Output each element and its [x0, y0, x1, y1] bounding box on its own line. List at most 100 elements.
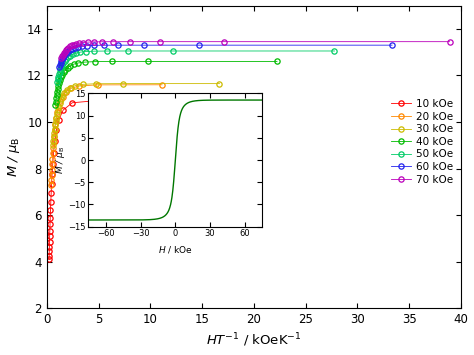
- 20 kOe: [68, 86, 73, 91]
- 10 kOe: [47, 234, 53, 239]
- 30 kOe: [57, 100, 63, 105]
- 40 kOe: [75, 61, 81, 65]
- Line: 10 kOe: 10 kOe: [46, 97, 107, 262]
- 40 kOe: [274, 59, 280, 64]
- 50 kOe: [125, 49, 131, 53]
- 50 kOe: [171, 49, 176, 53]
- 60 kOe: [100, 43, 106, 47]
- 50 kOe: [73, 51, 79, 55]
- 20 kOe: [49, 157, 55, 161]
- 40 kOe: [63, 68, 68, 72]
- 50 kOe: [57, 70, 63, 74]
- Line: 50 kOe: 50 kOe: [55, 48, 337, 84]
- 20 kOe: [48, 183, 54, 187]
- 20 kOe: [60, 94, 65, 99]
- 50 kOe: [104, 49, 109, 53]
- 10 kOe: [69, 100, 75, 105]
- 50 kOe: [55, 77, 61, 81]
- 40 kOe: [53, 99, 58, 104]
- 70 kOe: [61, 51, 67, 55]
- 70 kOe: [76, 41, 82, 45]
- 30 kOe: [73, 83, 78, 88]
- 40 kOe: [55, 87, 61, 91]
- 40 kOe: [55, 84, 61, 88]
- 20 kOe: [63, 90, 69, 94]
- 30 kOe: [51, 139, 56, 143]
- 50 kOe: [56, 72, 62, 76]
- 10 kOe: [46, 253, 52, 258]
- Legend: 10 kOe, 20 kOe, 30 kOe, 40 kOe, 50 kOe, 60 kOe, 70 kOe: 10 kOe, 20 kOe, 30 kOe, 40 kOe, 50 kOe, …: [387, 96, 456, 188]
- 20 kOe: [49, 173, 55, 177]
- 10 kOe: [47, 222, 53, 226]
- 30 kOe: [67, 86, 73, 90]
- 50 kOe: [63, 57, 69, 61]
- 70 kOe: [91, 40, 96, 44]
- 60 kOe: [57, 63, 63, 67]
- 20 kOe: [49, 168, 55, 172]
- 50 kOe: [57, 67, 63, 71]
- 30 kOe: [52, 123, 58, 127]
- 60 kOe: [59, 57, 65, 61]
- 40 kOe: [53, 103, 58, 107]
- 40 kOe: [54, 93, 59, 97]
- 60 kOe: [61, 54, 67, 58]
- 70 kOe: [110, 39, 116, 44]
- 50 kOe: [83, 49, 89, 54]
- 60 kOe: [58, 59, 64, 64]
- 40 kOe: [56, 81, 62, 85]
- 60 kOe: [64, 50, 70, 55]
- 70 kOe: [221, 39, 227, 44]
- 20 kOe: [51, 134, 57, 138]
- Line: 70 kOe: 70 kOe: [59, 39, 452, 60]
- 10 kOe: [46, 245, 52, 249]
- 30 kOe: [62, 91, 67, 95]
- 70 kOe: [67, 44, 73, 49]
- 50 kOe: [70, 52, 75, 56]
- 30 kOe: [53, 119, 58, 124]
- 40 kOe: [67, 64, 73, 68]
- 70 kOe: [59, 54, 65, 58]
- Line: 60 kOe: 60 kOe: [57, 43, 395, 70]
- 70 kOe: [157, 39, 163, 44]
- 70 kOe: [63, 48, 69, 52]
- 30 kOe: [55, 108, 60, 112]
- Y-axis label: $M$ / $\mu_\mathrm{B}$: $M$ / $\mu_\mathrm{B}$: [6, 137, 21, 177]
- 30 kOe: [50, 143, 56, 147]
- 30 kOe: [93, 82, 99, 86]
- 20 kOe: [55, 110, 60, 115]
- 70 kOe: [69, 43, 74, 48]
- 30 kOe: [80, 82, 86, 87]
- 20 kOe: [76, 84, 82, 88]
- 10 kOe: [48, 191, 54, 196]
- 20 kOe: [57, 99, 63, 104]
- 20 kOe: [50, 151, 55, 155]
- 20 kOe: [51, 140, 56, 144]
- 70 kOe: [59, 56, 64, 60]
- 60 kOe: [60, 55, 66, 60]
- 10 kOe: [52, 139, 58, 143]
- 30 kOe: [52, 127, 57, 132]
- 60 kOe: [75, 45, 81, 49]
- 40 kOe: [92, 60, 98, 64]
- 70 kOe: [128, 39, 133, 44]
- 70 kOe: [85, 40, 91, 44]
- 60 kOe: [196, 43, 201, 47]
- 40 kOe: [54, 90, 60, 94]
- 40 kOe: [109, 59, 115, 64]
- 70 kOe: [65, 45, 71, 50]
- 70 kOe: [80, 40, 86, 45]
- 70 kOe: [64, 47, 70, 51]
- 60 kOe: [84, 44, 90, 48]
- 70 kOe: [62, 49, 68, 54]
- 50 kOe: [55, 75, 61, 79]
- 60 kOe: [65, 49, 71, 53]
- 40 kOe: [64, 66, 70, 70]
- 70 kOe: [71, 42, 77, 47]
- 30 kOe: [54, 111, 60, 116]
- 10 kOe: [46, 257, 52, 262]
- 10 kOe: [47, 215, 53, 220]
- 40 kOe: [61, 70, 66, 75]
- 50 kOe: [65, 55, 71, 59]
- 60 kOe: [67, 48, 73, 52]
- 50 kOe: [58, 65, 64, 69]
